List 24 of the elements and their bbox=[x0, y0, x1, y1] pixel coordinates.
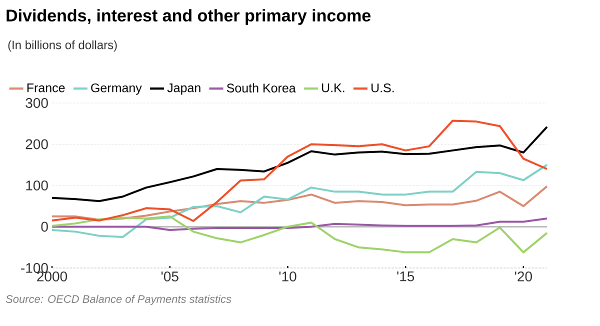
source-note: Source: OECD Balance of Payments statistics bbox=[6, 294, 232, 306]
line-series bbox=[51, 185, 548, 221]
x-tick-label: 2000 bbox=[37, 272, 68, 282]
x-tick-label: '05 bbox=[161, 272, 178, 282]
y-tick-label: 0 bbox=[41, 222, 48, 232]
y-tick-label: 300 bbox=[26, 98, 48, 108]
legend-label: South Korea bbox=[226, 83, 296, 92]
x-tick-label: '20 bbox=[515, 272, 532, 282]
line-series bbox=[51, 164, 548, 238]
legend-label: U.K. bbox=[322, 84, 344, 92]
legend-label: Germany bbox=[91, 83, 142, 95]
chart-subtitle: (In billions of dollars) bbox=[8, 40, 117, 52]
line-series bbox=[51, 126, 548, 202]
legend-label: U.S. bbox=[371, 83, 394, 92]
y-tick-label: 200 bbox=[26, 139, 48, 150]
line-series bbox=[51, 215, 548, 254]
legend-label: France bbox=[27, 84, 65, 92]
chart-title: Dividends, interest and other primary income bbox=[6, 9, 371, 25]
line-series bbox=[51, 120, 548, 222]
legend-label: Japan bbox=[167, 84, 200, 95]
y-tick-label: 100 bbox=[26, 180, 48, 190]
x-tick-label: '15 bbox=[397, 272, 414, 282]
y-tick-label: -100 bbox=[21, 263, 48, 273]
x-tick-label: '10 bbox=[279, 272, 296, 282]
